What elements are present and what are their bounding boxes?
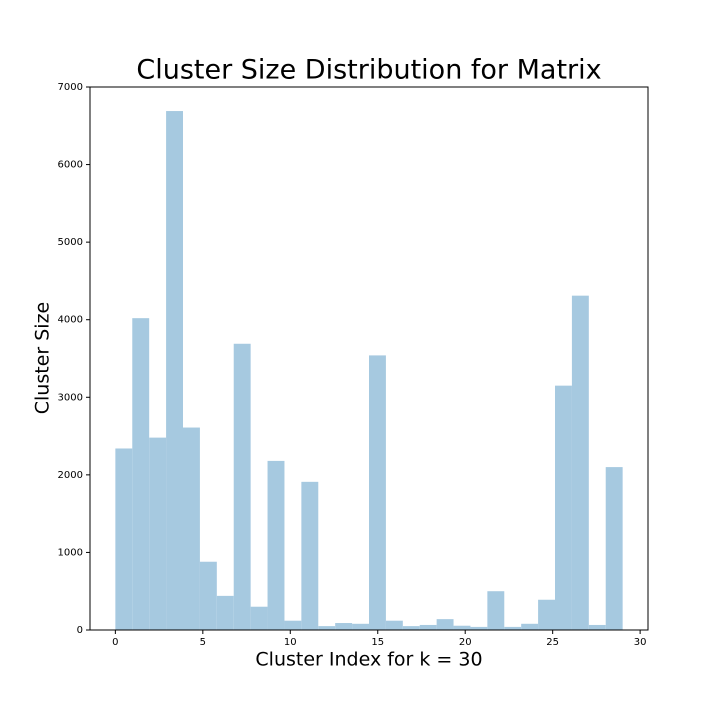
bar [250, 606, 268, 630]
y-tick-label: 2000 [58, 470, 83, 481]
bar [588, 624, 606, 630]
bar [487, 591, 505, 630]
chart-title: Cluster Size Distribution for Matrix [136, 55, 601, 86]
x-tick-label: 0 [112, 637, 118, 648]
y-axis-label: Cluster Size [32, 302, 54, 414]
bar [453, 625, 471, 630]
x-tick-label: 15 [371, 637, 384, 648]
bar [183, 427, 200, 630]
bar [267, 460, 285, 630]
bar [504, 626, 522, 630]
bar [301, 481, 319, 630]
y-tick-label: 4000 [58, 315, 83, 326]
y-tick-label: 3000 [58, 392, 83, 403]
bar [436, 619, 454, 630]
y-tick-label: 5000 [58, 237, 83, 248]
bar [132, 318, 150, 630]
x-tick-label: 30 [634, 637, 647, 648]
bar [284, 620, 302, 630]
bar [554, 385, 572, 630]
plot-area: 0 1000 2000 3000 4000 5000 6000 7000 0 5 10 15 20 25 3… [58, 82, 649, 648]
bar [149, 437, 167, 630]
bar [352, 623, 369, 630]
bar [571, 295, 589, 630]
x-tick-label: 20 [459, 637, 472, 648]
x-tick-label: 10 [284, 637, 297, 648]
bar [538, 599, 555, 630]
y-tick-label: 6000 [58, 160, 83, 171]
x-axis-label: Cluster Index for k = 30 [255, 649, 482, 671]
bar [115, 448, 133, 630]
bar [419, 624, 437, 630]
bar [402, 626, 420, 630]
bar [216, 595, 234, 630]
bar [605, 467, 623, 630]
x-tick-label: 25 [546, 637, 559, 648]
x-tick-label: 5 [200, 637, 206, 648]
bar [369, 355, 386, 630]
bar [233, 343, 251, 630]
bar [166, 111, 184, 631]
y-tick-label: 1000 [58, 547, 83, 558]
bar [521, 623, 539, 630]
bar [470, 626, 488, 630]
axes-frame [89, 86, 649, 631]
y-tick-label: 7000 [58, 82, 83, 93]
bar [318, 626, 336, 630]
y-tick-label: 0 [77, 625, 83, 636]
bar [199, 561, 217, 630]
bar [385, 620, 403, 630]
bar [335, 623, 353, 630]
